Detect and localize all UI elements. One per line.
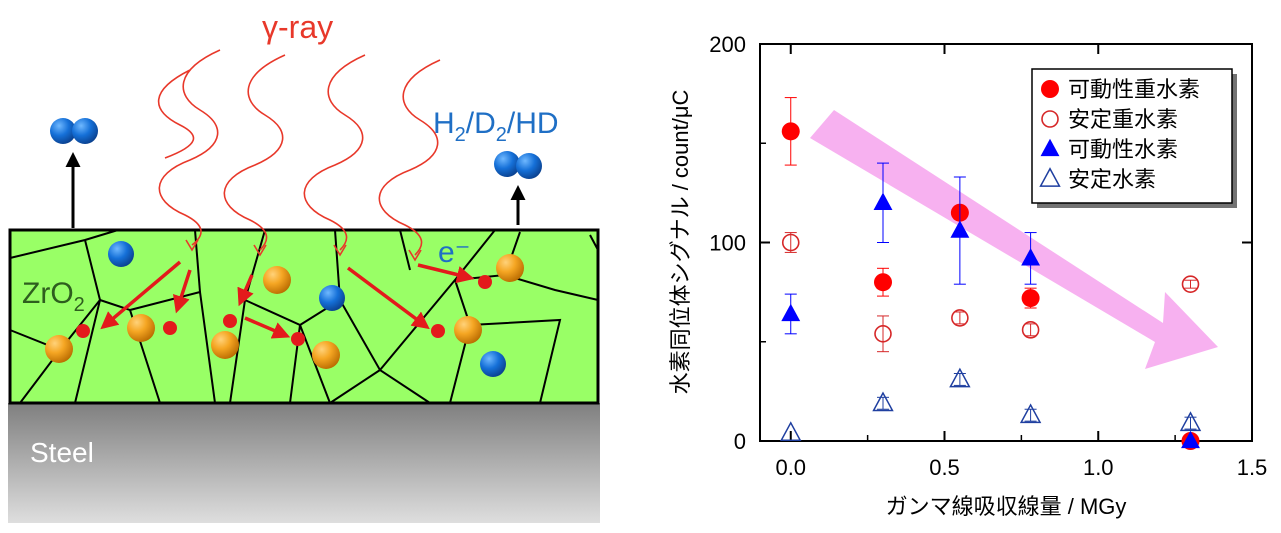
electron-dot bbox=[478, 275, 492, 289]
data-point bbox=[949, 367, 971, 388]
data-point bbox=[872, 391, 894, 412]
gamma-ray-label: γ-ray bbox=[262, 9, 333, 45]
data-point bbox=[1181, 275, 1200, 293]
y-axis-label: 水素同位体シグナル / count/μC bbox=[668, 89, 693, 394]
schematic-diagram: Steel ZrO2 bbox=[8, 9, 600, 523]
data-point bbox=[951, 309, 969, 327]
series-2 bbox=[781, 232, 1200, 353]
electron-dot bbox=[431, 324, 445, 338]
data-point bbox=[780, 421, 802, 441]
deuterium-atom bbox=[312, 341, 340, 369]
electron-dot bbox=[163, 321, 177, 335]
data-point bbox=[1021, 321, 1040, 339]
data-point bbox=[874, 325, 892, 343]
electron-dot bbox=[223, 314, 237, 328]
series-4 bbox=[780, 367, 1202, 441]
x-tick-label: 0.0 bbox=[775, 455, 806, 480]
deuterium-atom bbox=[211, 331, 239, 359]
legend-marker bbox=[1041, 80, 1059, 98]
gamma-ray-waves bbox=[157, 49, 441, 256]
data-point bbox=[1021, 248, 1041, 266]
data-point bbox=[1179, 411, 1202, 432]
series-3 bbox=[781, 162, 1200, 449]
gas-label: H2/D2/HD bbox=[433, 107, 559, 146]
data-point bbox=[1181, 430, 1200, 449]
hydrogen-atom bbox=[319, 285, 345, 311]
legend-label: 安定重水素 bbox=[1068, 107, 1178, 132]
x-tick-label: 0.5 bbox=[929, 455, 960, 480]
data-point bbox=[950, 220, 970, 238]
released-molecule-left bbox=[50, 118, 98, 144]
deuterium-atom bbox=[496, 254, 524, 282]
x-axis-label: ガンマ線吸収線量 / MGy bbox=[886, 494, 1127, 519]
deuterium-atom bbox=[454, 316, 482, 344]
legend-marker bbox=[1040, 138, 1060, 157]
chart: ガンマ線吸収線量 / MGy 水素同位体シグナル / count/μC 0.0 0… bbox=[668, 32, 1267, 519]
legend-label: 可動性重水素 bbox=[1068, 77, 1200, 102]
electron-dot bbox=[76, 324, 90, 338]
legend-label: 可動性水素 bbox=[1068, 137, 1178, 162]
gamma-ray-tips bbox=[185, 239, 422, 262]
x-tick-label: 1.0 bbox=[1083, 455, 1114, 480]
legend-marker bbox=[1039, 167, 1061, 187]
legend-marker bbox=[1041, 110, 1059, 128]
electron-dot bbox=[291, 332, 305, 346]
hydrogen-atom bbox=[480, 351, 506, 377]
deuterium-atom bbox=[127, 314, 155, 342]
deuterium-atom bbox=[45, 335, 73, 363]
x-tick-label: 1.5 bbox=[1237, 455, 1268, 480]
steel-label: Steel bbox=[30, 437, 94, 468]
y-tick-label: 100 bbox=[709, 231, 746, 256]
released-molecule-right bbox=[494, 151, 542, 179]
x-ticks: 0.0 0.5 1.0 1.5 bbox=[775, 44, 1267, 480]
data-point bbox=[781, 233, 800, 252]
electron-label: e⁻ bbox=[438, 236, 471, 269]
data-point bbox=[873, 192, 893, 210]
hydrogen-atom bbox=[108, 241, 134, 267]
data-point bbox=[874, 273, 892, 292]
y-tick-label: 200 bbox=[709, 32, 746, 57]
legend-box bbox=[1031, 68, 1233, 204]
deuterium-atom bbox=[263, 266, 291, 294]
y-ticks: 0 100 200 bbox=[709, 32, 1252, 454]
legend-label: 安定水素 bbox=[1068, 167, 1156, 192]
data-point bbox=[781, 303, 801, 322]
data-point bbox=[781, 122, 800, 141]
data-series bbox=[780, 97, 1202, 450]
data-point bbox=[1019, 403, 1042, 424]
electron-arrows bbox=[100, 260, 475, 339]
steel-substrate bbox=[8, 403, 600, 523]
data-point bbox=[1021, 289, 1040, 308]
y-tick-label: 0 bbox=[734, 429, 746, 454]
trend-arrow bbox=[810, 110, 1218, 369]
